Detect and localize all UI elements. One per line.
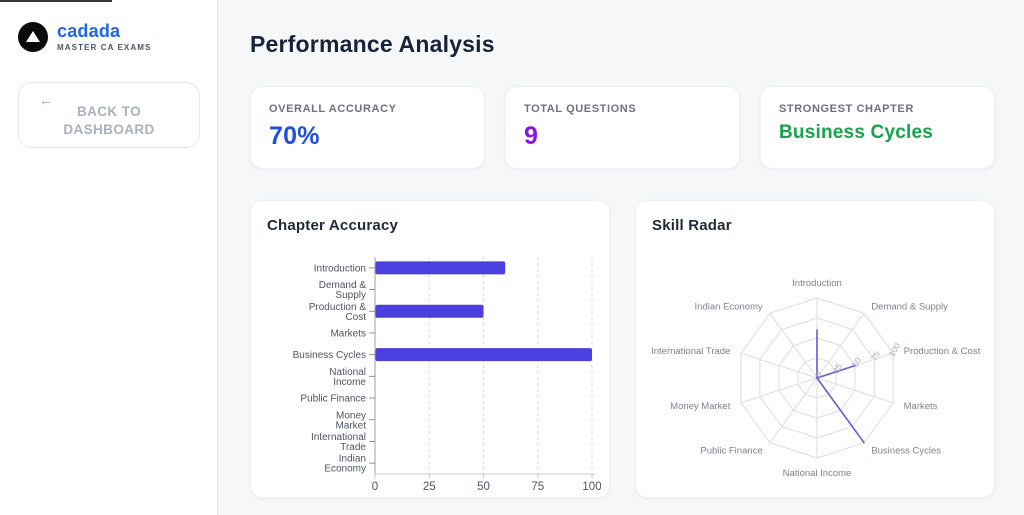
triangle-icon: [26, 31, 40, 42]
skill-radar-card: Skill Radar Introduction Demand & Supply P…: [635, 200, 995, 498]
skill-radar-chart: Introduction Demand & Supply Production & …: [651, 278, 981, 479]
stat-value: 9: [524, 122, 539, 150]
svg-text:100: 100: [582, 481, 601, 491]
svg-text:Indian Economy: Indian Economy: [695, 301, 763, 312]
svg-text:50: 50: [477, 481, 490, 491]
logo-circle-icon: [18, 22, 48, 52]
stats-row: OVERALL ACCURACY 70% TOTAL QUESTIONS 9 S…: [250, 86, 995, 169]
svg-text:75: 75: [531, 481, 544, 491]
svg-text:Business Cycles: Business Cycles: [293, 350, 366, 361]
charts-row: Chapter Accuracy Introduction Demand & Sup…: [250, 200, 995, 498]
page-title: Performance Analysis: [250, 31, 495, 57]
svg-text:Markets: Markets: [904, 401, 938, 412]
svg-text:Business Cycles: Business Cycles: [871, 446, 941, 457]
stat-card-overall-accuracy: OVERALL ACCURACY 70%: [250, 86, 485, 169]
top-accent-line: [0, 0, 112, 2]
back-button-label: BACK TO DASHBOARD: [63, 104, 155, 138]
svg-text:Public Finance: Public Finance: [700, 446, 762, 457]
back-to-dashboard-button[interactable]: ← BACK TO DASHBOARD: [18, 82, 200, 148]
sidebar: cadada MASTER CA EXAMS ← BACK TO DASHBOA…: [0, 0, 218, 515]
svg-text:Markets: Markets: [330, 328, 366, 339]
svg-text:25: 25: [831, 361, 845, 374]
app-logo[interactable]: cadada MASTER CA EXAMS: [0, 0, 217, 52]
stat-card-strongest-chapter: STRONGEST CHAPTER Business Cycles: [760, 86, 995, 169]
svg-text:Demand & Supply: Demand & Supply: [871, 301, 948, 312]
stat-label: OVERALL ACCURACY: [269, 103, 397, 115]
stat-value: 70%: [269, 122, 320, 150]
svg-text:Demand &Supply: Demand & Supply: [319, 280, 367, 301]
stat-value: Business Cycles: [779, 122, 934, 143]
svg-text:0: 0: [813, 370, 824, 379]
svg-text:100: 100: [887, 341, 903, 359]
svg-text:Money Market: Money Market: [670, 401, 731, 412]
svg-text:50: 50: [850, 355, 864, 368]
svg-text:Introduction: Introduction: [792, 278, 842, 289]
svg-text:Introduction: Introduction: [314, 263, 366, 274]
arrow-left-icon: ←: [39, 92, 53, 108]
stat-card-total-questions: TOTAL QUESTIONS 9: [505, 86, 740, 169]
svg-text:National Income: National Income: [783, 468, 852, 479]
brand-name: cadada: [57, 21, 121, 42]
svg-text:Production &Cost: Production & Cost: [309, 302, 367, 323]
brand-tagline: MASTER CA EXAMS: [57, 42, 152, 52]
svg-text:Public Finance: Public Finance: [300, 394, 366, 405]
svg-text:25: 25: [423, 481, 436, 491]
stat-label: STRONGEST CHAPTER: [779, 103, 914, 115]
svg-text:0: 0: [372, 481, 378, 491]
svg-text:International Trade: International Trade: [651, 346, 730, 357]
stat-label: TOTAL QUESTIONS: [524, 103, 637, 115]
chapter-accuracy-card: Chapter Accuracy Introduction Demand & Sup…: [250, 200, 610, 498]
chart-title: Skill Radar: [652, 217, 732, 234]
svg-text:75: 75: [869, 349, 883, 362]
svg-text:Production & Cost: Production & Cost: [904, 346, 981, 357]
chart-title: Chapter Accuracy: [267, 217, 399, 234]
